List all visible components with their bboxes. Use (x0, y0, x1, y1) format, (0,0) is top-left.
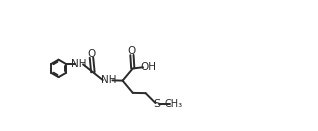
Text: OH: OH (140, 62, 156, 72)
Text: NH: NH (72, 59, 87, 69)
Text: O: O (87, 49, 96, 59)
Text: S: S (153, 99, 160, 109)
Text: NH: NH (100, 75, 116, 85)
Text: CH₃: CH₃ (164, 99, 183, 109)
Text: O: O (128, 46, 136, 56)
